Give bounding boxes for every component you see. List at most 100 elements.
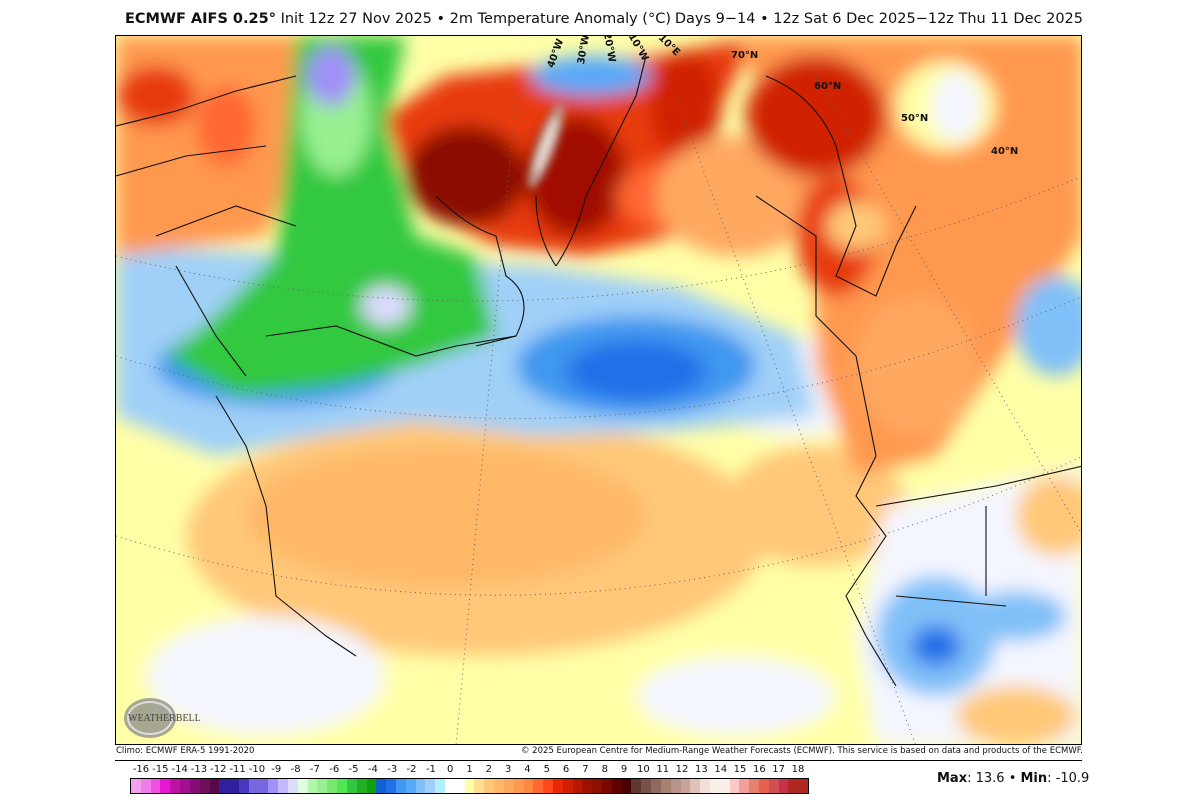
lat-label-70n: 70°N: [731, 50, 759, 61]
colorbar-swatch: [366, 779, 377, 793]
colorbar-tick-label: 14: [714, 764, 728, 775]
model-name: ECMWF AIFS 0.25: [125, 11, 269, 27]
colorbar-swatch: [199, 779, 210, 793]
climo-note: Climo: ECMWF ERA-5 1991-2020: [116, 746, 255, 756]
colorbar-swatch: [376, 779, 387, 793]
colorbar-tick-label: 11: [656, 764, 670, 775]
temperature-anomaly-map[interactable]: 70°N 60°N 50°N 40°N 40°W 30°W 20°W 10°W …: [115, 35, 1082, 745]
colorbar-swatch: [278, 779, 288, 793]
colorbar-swatch: [739, 779, 750, 793]
valid-period: Days 9−14 • 12z Sat 6 Dec 2025−12z Thu 1…: [674, 11, 1083, 27]
colorbar-swatch: [258, 779, 269, 793]
colorbar-swatch: [778, 779, 789, 793]
colorbar-swatch: [474, 779, 485, 793]
colorbar-swatch: [150, 779, 161, 793]
colorbar-labels: -16 -15 -14 -13 -12 -11 -10 -9 -8 -7 -6 -5 -4 -3 -2 -1 0…: [131, 764, 808, 778]
colorbar-swatch: [513, 779, 524, 793]
colorbar-swatch: [503, 779, 514, 793]
colorbar-tick-label: 12: [675, 764, 689, 775]
graticule: [116, 75, 1081, 744]
colorbar-swatch: [484, 779, 495, 793]
colorbar-swatch: [651, 779, 661, 793]
colorbar-swatch: [131, 779, 141, 793]
colorbar-tick-label: 8: [601, 764, 608, 775]
weatherbell-logo: WEATHERBELL: [122, 696, 212, 740]
colorbar-swatch: [346, 779, 357, 793]
colorbar-swatch: [327, 779, 338, 793]
colorbar-tick-label: 4: [524, 764, 531, 775]
colorbar-swatch: [798, 779, 809, 793]
colorbar-tick-label: -11: [229, 764, 246, 775]
colorbar-swatch: [337, 779, 347, 793]
colorbar-swatch: [562, 779, 573, 793]
svg-text:WEATHERBELL: WEATHERBELL: [128, 713, 201, 724]
colorbar-swatch: [602, 779, 612, 793]
colorbar-swatch: [670, 779, 681, 793]
colorbar-swatch: [425, 779, 436, 793]
colorbar-swatch: [543, 779, 553, 793]
colorbar-swatch: [395, 779, 406, 793]
colorbar-tick-label: 18: [791, 764, 805, 775]
colorbar-swatch: [288, 779, 298, 793]
colorbar-swatch: [238, 779, 249, 793]
colorbar-swatch: [229, 779, 239, 793]
colorbar-tick-label: -2: [406, 764, 417, 775]
colorbar-swatch: [219, 779, 230, 793]
colorbar-swatch: [445, 779, 455, 793]
colorbar-swatch: [768, 779, 779, 793]
colorbar-tick-label: 6: [562, 764, 570, 775]
lat-label-50n: 50°N: [901, 113, 929, 124]
colorbar-tick-label: -1: [425, 764, 436, 775]
copyright-note: © 2025 European Centre for Medium-Range …: [520, 746, 1083, 756]
colorbar-swatch: [680, 779, 691, 793]
colorbar-tick-label: -12: [210, 764, 227, 775]
colorbar: [130, 778, 809, 794]
colorbar-swatch: [621, 779, 632, 793]
colorbar-swatch: [386, 779, 396, 793]
colorbar-swatch: [494, 779, 504, 793]
map-title: ECMWF AIFS 0.25° Init 12z 27 Nov 2025 • …: [125, 11, 671, 27]
colorbar-swatch: [641, 779, 652, 793]
colorbar-tick-label: -10: [248, 764, 266, 775]
colorbar-tick-label: 7: [582, 764, 589, 775]
colorbar-swatch: [611, 779, 622, 793]
colorbar-tick-label: -7: [309, 764, 320, 775]
init-info: Init 12z 27 Nov 2025 • 2m Temperature An…: [275, 11, 671, 27]
divider: [115, 760, 1082, 761]
colorbar-swatch: [189, 779, 200, 793]
colorbar-swatch: [405, 779, 416, 793]
colorbar-swatch: [523, 779, 534, 793]
colorbar-tick-label: 16: [752, 764, 766, 775]
anomaly-field: [116, 36, 1081, 744]
colorbar-tick-label: 17: [772, 764, 786, 775]
colorbar-tick-label: 9: [620, 764, 628, 775]
colorbar-swatch: [533, 779, 544, 793]
colorbar-tick-label: 3: [504, 764, 512, 775]
colorbar-swatch: [729, 779, 740, 793]
colorbar-tick-label: -3: [387, 764, 398, 775]
colorbar-swatch: [454, 779, 465, 793]
colorbar-swatch: [690, 779, 701, 793]
colorbar-tick-label: 15: [733, 764, 747, 775]
colorbar-tick-label: -9: [271, 764, 282, 775]
lat-label-60n: 60°N: [814, 81, 842, 92]
colorbar-swatch: [170, 779, 181, 793]
colorbar-swatch: [582, 779, 593, 793]
colorbar-tick-label: -15: [152, 764, 169, 775]
colorbar-tick-label: 5: [543, 764, 550, 775]
colorbar-swatch: [552, 779, 563, 793]
colorbar-tick-label: -5: [348, 764, 359, 775]
colorbar-swatch: [317, 779, 328, 793]
colorbar-swatch: [297, 779, 308, 793]
colorbar-swatch: [180, 779, 190, 793]
canada-cold-area: [166, 36, 496, 396]
colorbar-swatch: [356, 779, 367, 793]
colorbar-tick-label: 2: [485, 764, 492, 775]
colorbar-tick-label: -14: [171, 764, 188, 775]
colorbar-swatch: [631, 779, 642, 793]
lat-label-40n: 40°N: [991, 146, 1019, 157]
colorbar-tick-label: 1: [466, 764, 473, 775]
colorbar-tick-label: -13: [190, 764, 208, 775]
colorbar-swatch: [749, 779, 759, 793]
colorbar-swatch: [464, 779, 475, 793]
